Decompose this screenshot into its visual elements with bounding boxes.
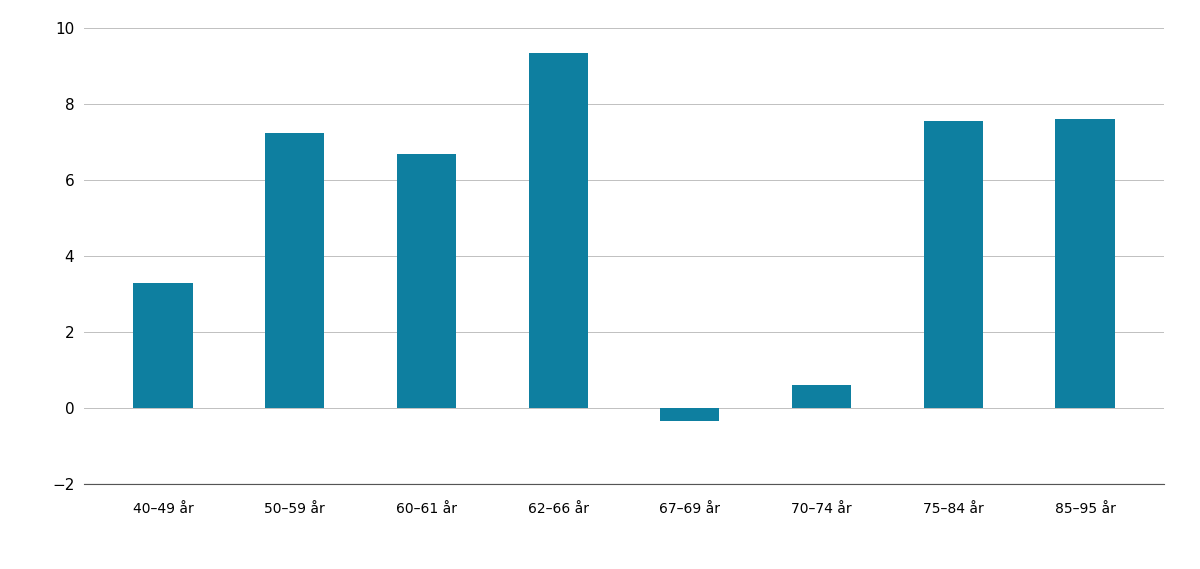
Bar [660,408,720,421]
Bar [133,283,193,408]
Bar [1055,119,1115,408]
Bar [528,53,588,408]
Bar [924,121,983,408]
Bar [397,154,456,408]
Bar [792,385,851,408]
Bar [265,133,324,408]
